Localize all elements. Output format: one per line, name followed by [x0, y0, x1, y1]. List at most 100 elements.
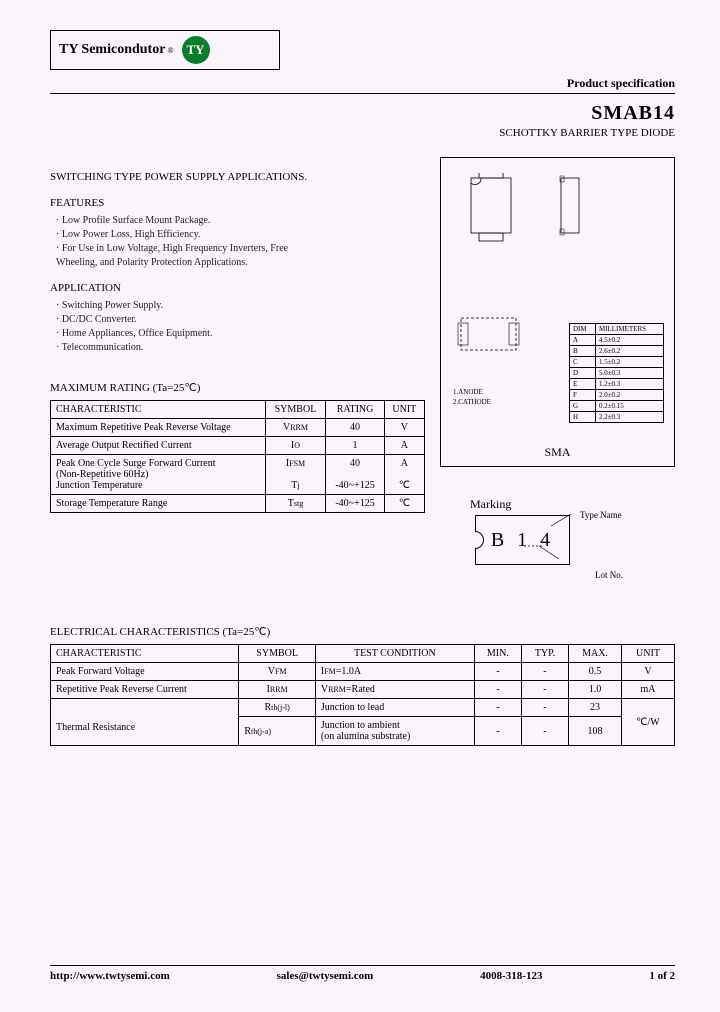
- table-cell: -: [474, 681, 521, 699]
- table-row: Thermal Resistance Rth(j-l) Junction to …: [51, 699, 675, 717]
- elec-title: ELECTRICAL CHARACTERISTICS (Ta=25℃): [50, 625, 675, 638]
- dimension-table: DIMMILLIMETERS A4.5±0.2 B2.6±0.2 C1.5±0.…: [569, 323, 664, 423]
- table-cell: Rth(j-l): [239, 699, 316, 717]
- table-header: TYP.: [521, 645, 568, 663]
- table-cell: VRRM: [265, 419, 326, 437]
- table-cell: ℃: [384, 495, 424, 513]
- part-subtitle: SCHOTTKY BARRIER TYPE DIODE: [50, 127, 675, 139]
- table-row: Peak Forward Voltage VFM IFM=1.0A - - 0.…: [51, 663, 675, 681]
- table-cell: -: [521, 663, 568, 681]
- table-row: Repetitive Peak Reverse Current IRRM VRR…: [51, 681, 675, 699]
- table-header: SYMBOL: [265, 401, 326, 419]
- table-cell: -: [474, 699, 521, 717]
- footer-phone: 4008-318-123: [480, 970, 542, 982]
- package-side-view-icon: [551, 173, 601, 248]
- cathode-label: 2.CATHODE: [453, 398, 491, 406]
- dim-cell: 2.2±0.3: [595, 412, 663, 423]
- left-column: SWITCHING TYPE POWER SUPPLY APPLICATIONS…: [50, 157, 425, 565]
- table-cell: -40~+125: [326, 495, 384, 513]
- package-name: SMA: [441, 445, 674, 460]
- table-header: CHARACTERISTIC: [51, 401, 266, 419]
- table-header: TEST CONDITION: [315, 645, 474, 663]
- switching-title: SWITCHING TYPE POWER SUPPLY APPLICATIONS…: [50, 171, 425, 183]
- table-cell: A℃: [384, 455, 424, 495]
- table-cell: IFM=1.0A: [315, 663, 474, 681]
- dim-cell: G: [570, 401, 596, 412]
- type-name-label: Type Name: [580, 510, 622, 520]
- table-cell: Tstg: [265, 495, 326, 513]
- dim-cell: 5.0±0.3: [595, 368, 663, 379]
- table-row: Average Output Rectified Current IO 1 A: [51, 437, 425, 455]
- table-header-row: CHARACTERISTIC SYMBOL RATING UNIT: [51, 401, 425, 419]
- dim-cell: 4.5±0.2: [595, 335, 663, 346]
- table-cell: -: [474, 663, 521, 681]
- dim-cell: B: [570, 346, 596, 357]
- electrical-table: CHARACTERISTIC SYMBOL TEST CONDITION MIN…: [50, 644, 675, 746]
- table-cell: Repetitive Peak Reverse Current: [51, 681, 239, 699]
- dim-cell: 2.6±0.2: [595, 346, 663, 357]
- table-cell: Junction to ambient(on alumina substrate…: [315, 717, 474, 746]
- table-header: CHARACTERISTIC: [51, 645, 239, 663]
- table-cell: 1.0: [569, 681, 622, 699]
- table-cell: Storage Temperature Range: [51, 495, 266, 513]
- table-cell: 40: [326, 419, 384, 437]
- electrical-section: ELECTRICAL CHARACTERISTICS (Ta=25℃) CHAR…: [50, 625, 675, 746]
- application-item: · Telecommunication.: [56, 342, 425, 353]
- table-header: UNIT: [384, 401, 424, 419]
- table-cell: VFM: [239, 663, 316, 681]
- dim-cell: C: [570, 357, 596, 368]
- dim-cell: E: [570, 379, 596, 390]
- table-cell: Thermal Resistance: [51, 699, 239, 746]
- dim-header: DIM: [570, 324, 596, 335]
- dim-cell: H: [570, 412, 596, 423]
- table-cell: 0.5: [569, 663, 622, 681]
- table-cell: -: [474, 717, 521, 746]
- table-header-row: CHARACTERISTIC SYMBOL TEST CONDITION MIN…: [51, 645, 675, 663]
- table-cell: 40-40~+125: [326, 455, 384, 495]
- footer-url: http://www.twtysemi.com: [50, 970, 170, 982]
- right-column: 1.ANODE 2.CATHODE DIMMILLIMETERS A4.5±0.…: [440, 157, 675, 565]
- max-rating-title: MAXIMUM RATING (Ta=25℃): [50, 381, 425, 394]
- lot-no-label: Lot No.: [595, 570, 623, 580]
- feature-item: Wheeling, and Polarity Protection Applic…: [56, 257, 425, 268]
- table-cell: A: [384, 437, 424, 455]
- table-row: Peak One Cycle Surge Forward Current(Non…: [51, 455, 425, 495]
- table-cell: -: [521, 717, 568, 746]
- marking-code-box: B 1 4: [475, 515, 570, 565]
- table-cell: mA: [621, 681, 674, 699]
- marking-title: Marking: [470, 497, 675, 512]
- dim-cell: 2.0±0.2: [595, 390, 663, 401]
- dim-cell: 0.2±0.15: [595, 401, 663, 412]
- package-footprint-icon: [456, 308, 531, 363]
- arrow-icon: [551, 514, 581, 529]
- max-rating-table: CHARACTERISTIC SYMBOL RATING UNIT Maximu…: [50, 400, 425, 513]
- table-cell: 108: [569, 717, 622, 746]
- table-cell: 23: [569, 699, 622, 717]
- application-heading: APPLICATION: [50, 282, 425, 294]
- marking-section: Marking Type Name B 1 4 Lot No.: [440, 497, 675, 565]
- table-cell: Peak One Cycle Surge Forward Current(Non…: [51, 455, 266, 495]
- application-item: · Switching Power Supply.: [56, 300, 425, 311]
- table-cell: ℃/W: [621, 699, 674, 746]
- registered-mark: ®: [167, 46, 173, 55]
- footer-page: 1 of 2: [649, 970, 675, 982]
- table-header: RATING: [326, 401, 384, 419]
- table-cell: -: [521, 699, 568, 717]
- part-number: SMAB14: [50, 102, 675, 125]
- table-cell: Junction to lead: [315, 699, 474, 717]
- table-cell: -: [521, 681, 568, 699]
- table-header: MAX.: [569, 645, 622, 663]
- page-footer: http://www.twtysemi.com sales@twtysemi.c…: [50, 965, 675, 982]
- table-header: MIN.: [474, 645, 521, 663]
- anode-label: 1.ANODE: [453, 388, 483, 396]
- table-cell: V: [621, 663, 674, 681]
- table-row: Maximum Repetitive Peak Reverse Voltage …: [51, 419, 425, 437]
- product-specification-label: Product specification: [50, 76, 675, 94]
- table-header: SYMBOL: [239, 645, 316, 663]
- feature-item: · Low Profile Surface Mount Package.: [56, 215, 425, 226]
- table-cell: IO: [265, 437, 326, 455]
- feature-item: · Low Power Loss, High Efficiency.: [56, 229, 425, 240]
- dim-cell: 1.2±0.3: [595, 379, 663, 390]
- dim-header: MILLIMETERS: [595, 324, 663, 335]
- table-row: Storage Temperature Range Tstg -40~+125 …: [51, 495, 425, 513]
